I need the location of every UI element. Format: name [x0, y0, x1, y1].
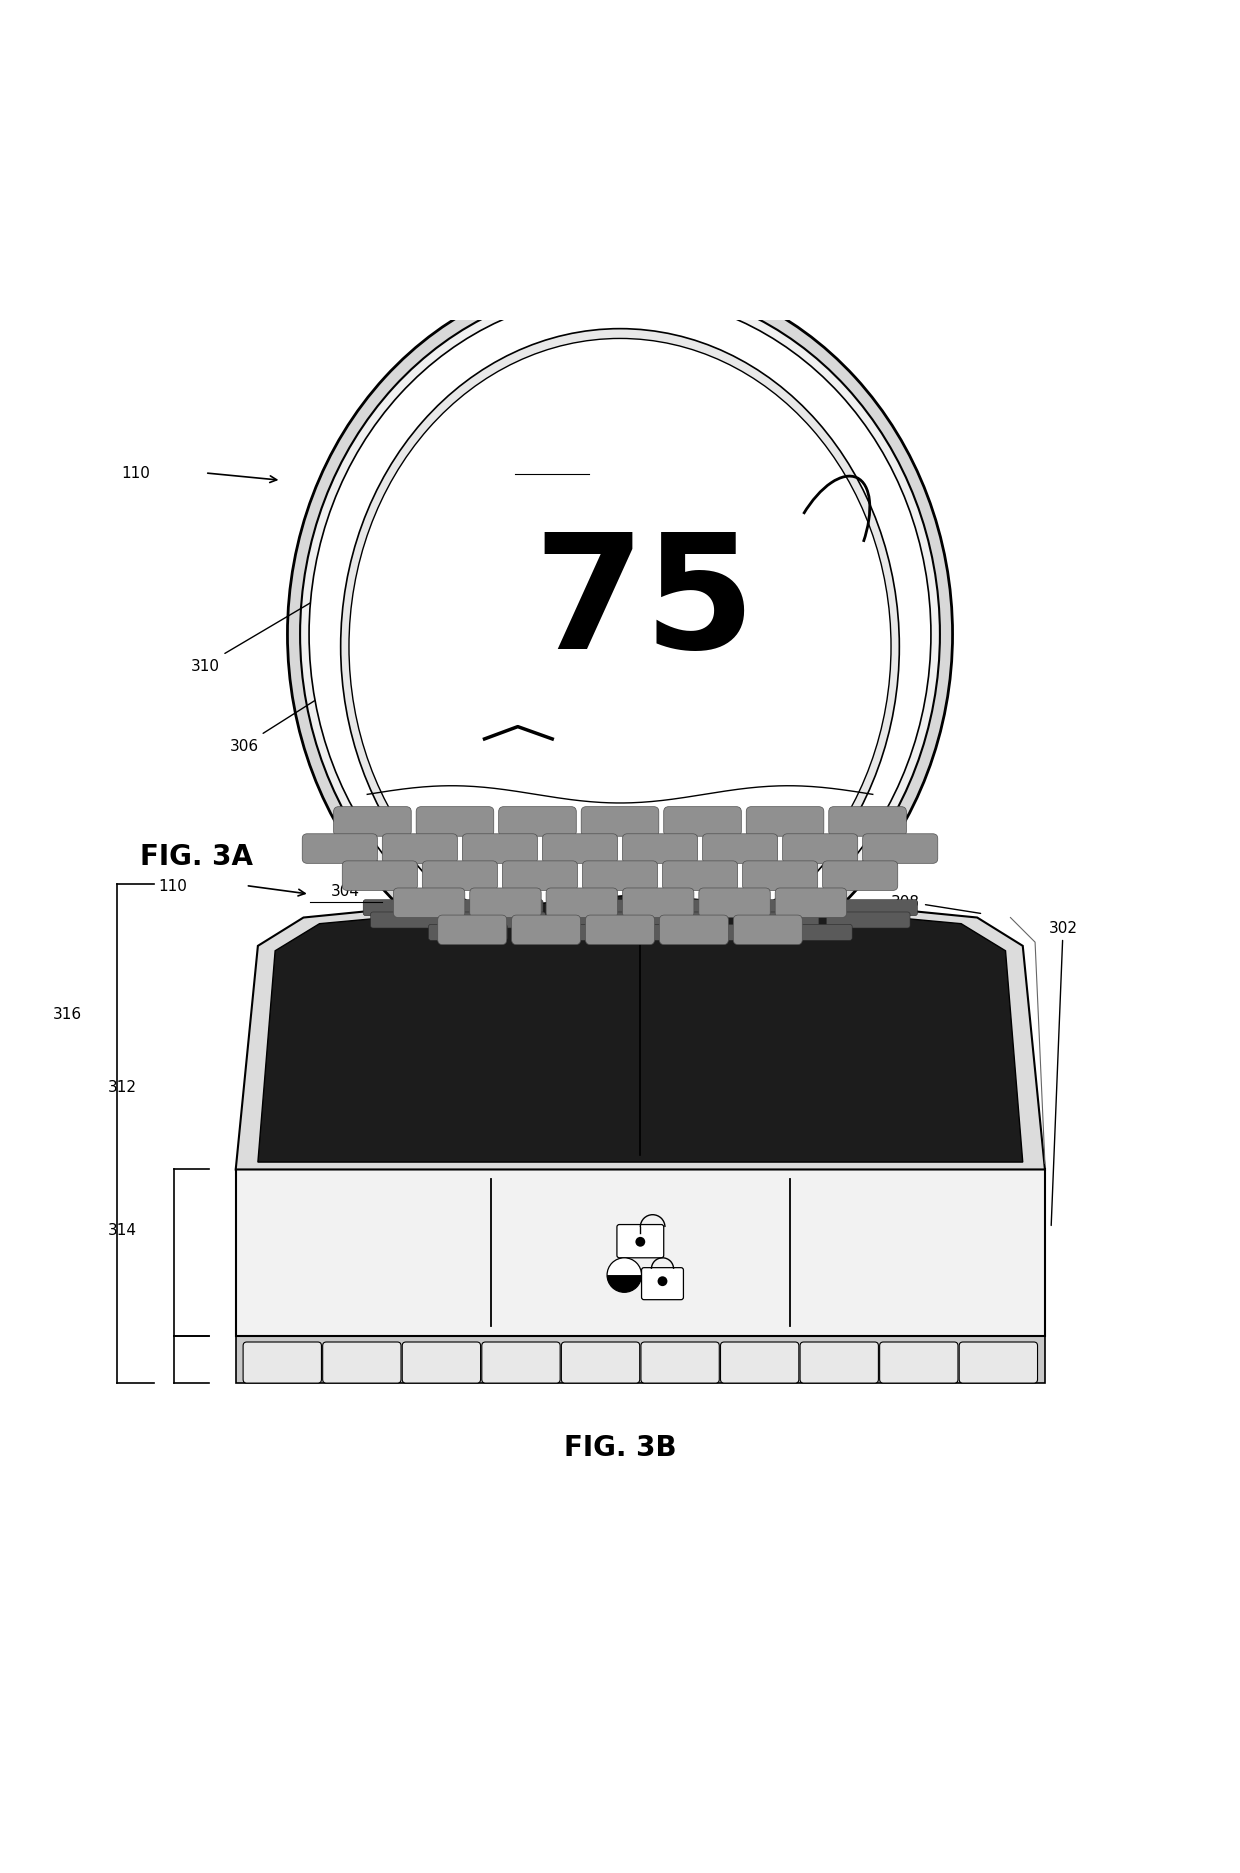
Ellipse shape [309, 296, 931, 974]
FancyBboxPatch shape [382, 833, 458, 863]
FancyBboxPatch shape [782, 833, 858, 863]
Text: 310: 310 [191, 586, 339, 672]
FancyBboxPatch shape [553, 912, 636, 929]
FancyBboxPatch shape [417, 807, 494, 837]
FancyBboxPatch shape [402, 1343, 481, 1384]
FancyBboxPatch shape [512, 916, 580, 946]
Text: 302: 302 [1049, 920, 1078, 1225]
Text: FIG. 3A: FIG. 3A [140, 843, 253, 871]
Ellipse shape [341, 330, 899, 965]
Text: 110: 110 [159, 878, 187, 893]
FancyBboxPatch shape [438, 916, 507, 946]
FancyBboxPatch shape [502, 862, 578, 892]
FancyBboxPatch shape [622, 888, 694, 918]
FancyBboxPatch shape [663, 807, 742, 837]
Text: FIG. 3B: FIG. 3B [564, 1433, 676, 1461]
Wedge shape [608, 1276, 641, 1292]
FancyBboxPatch shape [822, 862, 898, 892]
FancyBboxPatch shape [515, 925, 594, 940]
Circle shape [657, 1277, 667, 1287]
FancyBboxPatch shape [800, 1343, 878, 1384]
FancyBboxPatch shape [831, 901, 918, 916]
FancyBboxPatch shape [542, 833, 618, 863]
Ellipse shape [348, 339, 892, 955]
Text: 306: 306 [229, 661, 378, 753]
FancyBboxPatch shape [863, 833, 937, 863]
FancyBboxPatch shape [371, 912, 454, 929]
FancyBboxPatch shape [743, 862, 817, 892]
FancyBboxPatch shape [618, 1225, 663, 1259]
Text: 308: 308 [774, 804, 804, 848]
Text: 314: 314 [108, 1221, 138, 1236]
Ellipse shape [300, 285, 940, 983]
Polygon shape [258, 895, 1023, 1163]
Ellipse shape [288, 272, 952, 998]
FancyBboxPatch shape [720, 1343, 799, 1384]
FancyBboxPatch shape [828, 807, 906, 837]
FancyBboxPatch shape [482, 1343, 560, 1384]
Text: 75: 75 [533, 526, 755, 682]
FancyBboxPatch shape [746, 807, 823, 837]
FancyBboxPatch shape [662, 862, 738, 892]
FancyBboxPatch shape [429, 925, 507, 940]
FancyBboxPatch shape [562, 1343, 640, 1384]
FancyBboxPatch shape [303, 833, 377, 863]
Text: 312: 312 [108, 1079, 138, 1094]
FancyBboxPatch shape [641, 1343, 719, 1384]
FancyBboxPatch shape [601, 925, 680, 940]
Bar [236, 1171, 1045, 1337]
FancyBboxPatch shape [826, 912, 910, 929]
FancyBboxPatch shape [470, 888, 541, 918]
FancyBboxPatch shape [735, 912, 818, 929]
FancyBboxPatch shape [699, 888, 770, 918]
Bar [236, 1337, 1045, 1384]
FancyBboxPatch shape [243, 1343, 321, 1384]
FancyBboxPatch shape [622, 833, 698, 863]
FancyBboxPatch shape [644, 912, 728, 929]
FancyBboxPatch shape [644, 901, 730, 916]
FancyBboxPatch shape [775, 888, 847, 918]
Text: 306: 306 [605, 860, 640, 875]
FancyBboxPatch shape [738, 901, 823, 916]
FancyBboxPatch shape [551, 901, 636, 916]
Circle shape [608, 1259, 641, 1292]
Text: 304: 304 [331, 884, 360, 899]
Text: 110: 110 [122, 466, 150, 481]
FancyBboxPatch shape [960, 1343, 1038, 1384]
Circle shape [635, 1238, 645, 1247]
FancyBboxPatch shape [461, 912, 546, 929]
FancyBboxPatch shape [641, 1268, 683, 1300]
FancyBboxPatch shape [703, 833, 777, 863]
FancyBboxPatch shape [733, 916, 802, 946]
FancyBboxPatch shape [334, 807, 412, 837]
FancyBboxPatch shape [585, 916, 655, 946]
FancyBboxPatch shape [546, 888, 618, 918]
FancyBboxPatch shape [498, 807, 577, 837]
FancyBboxPatch shape [687, 925, 766, 940]
Text: 316: 316 [52, 1006, 82, 1021]
FancyBboxPatch shape [363, 901, 449, 916]
FancyBboxPatch shape [342, 862, 418, 892]
FancyBboxPatch shape [774, 925, 852, 940]
FancyBboxPatch shape [583, 862, 657, 892]
Text: 304: 304 [538, 457, 567, 472]
FancyBboxPatch shape [456, 901, 543, 916]
FancyBboxPatch shape [879, 1343, 959, 1384]
Text: 308: 308 [892, 895, 981, 914]
FancyBboxPatch shape [322, 1343, 401, 1384]
FancyBboxPatch shape [582, 807, 658, 837]
FancyBboxPatch shape [463, 833, 537, 863]
FancyBboxPatch shape [660, 916, 728, 946]
FancyBboxPatch shape [423, 862, 497, 892]
FancyBboxPatch shape [393, 888, 465, 918]
Polygon shape [236, 884, 1045, 1171]
